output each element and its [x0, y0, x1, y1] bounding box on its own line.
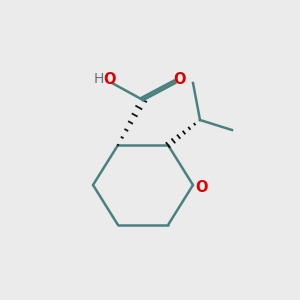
Text: O: O — [174, 71, 186, 86]
Text: H: H — [94, 72, 104, 86]
Text: O: O — [103, 71, 115, 86]
Text: O: O — [195, 181, 207, 196]
